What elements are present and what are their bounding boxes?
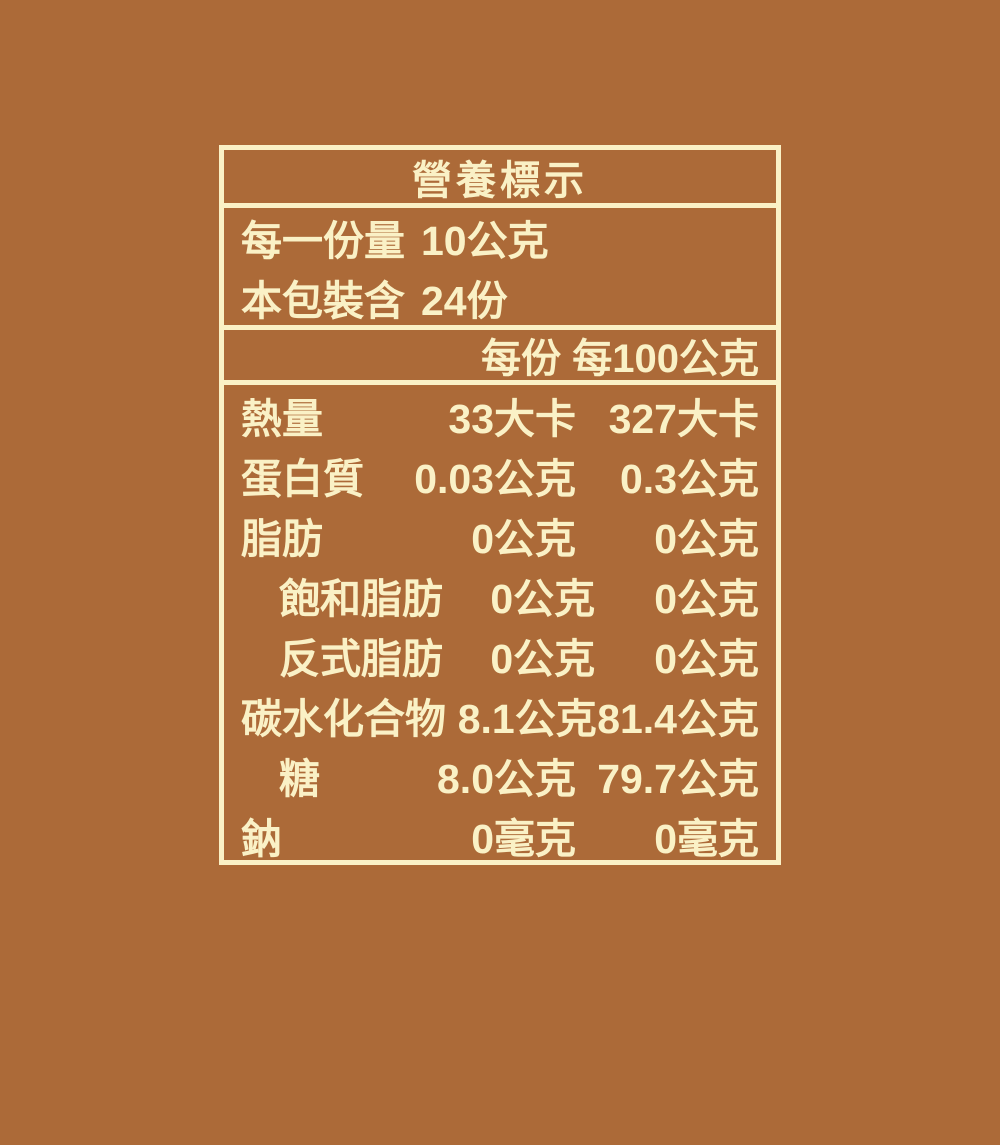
per-100g-value: 327大卡 [608, 396, 759, 442]
per-serving-value: 0公克 [490, 576, 596, 622]
nutrient-name: 反式脂肪 [279, 636, 443, 682]
per-100g-value: 0公克 [654, 576, 759, 622]
per-serving-value: 8.1公克 [457, 696, 597, 742]
per-100g-value: 81.4公克 [597, 696, 759, 742]
serving-size-line: 每一份量 10公克 [241, 207, 776, 267]
per-100g-value: 79.7公克 [597, 756, 759, 802]
per-serving-value: 0公克 [490, 636, 596, 682]
table-row: 糖 8.0公克 79.7公克 [224, 745, 776, 805]
per-100g-value: 0公克 [654, 516, 759, 562]
serving-info-section: 每一份量 10公克 本包裝含 24份 [224, 203, 776, 325]
table-row: 飽和脂肪 0公克 0公克 [224, 565, 776, 625]
nutrition-label-box: 營養標示 每一份量 10公克 本包裝含 24份 每份 每100公克 熱量 33大… [219, 145, 781, 865]
table-row: 蛋白質 0.03公克 0.3公克 [224, 445, 776, 505]
per-serving-value: 0.03公克 [414, 456, 576, 502]
nutrient-name: 飽和脂肪 [279, 576, 443, 622]
table-row: 碳水化合物 8.1公克 81.4公克 [224, 685, 776, 745]
table-row: 鈉 0毫克 0毫克 [224, 805, 776, 865]
label-title-section: 營養標示 [224, 150, 776, 203]
per-serving-value: 8.0公克 [437, 756, 576, 802]
servings-per-package-label: 本包裝含 [241, 277, 405, 324]
per-serving-value: 0毫克 [471, 816, 576, 862]
page-background: { "colors": { "background": "#AC6A38", "… [0, 145, 1000, 1145]
servings-per-package-line: 本包裝含 24份 [241, 267, 776, 327]
nutrient-name: 脂肪 [241, 516, 323, 562]
serving-size-value: 10公克 [421, 217, 549, 264]
nutrient-name: 鈉 [241, 816, 282, 862]
nutrient-name: 糖 [279, 756, 320, 802]
serving-size-label: 每一份量 [241, 217, 405, 264]
per-serving-value: 0公克 [471, 516, 576, 562]
table-row: 反式脂肪 0公克 0公克 [224, 625, 776, 685]
per-100g-value: 0公克 [654, 636, 759, 682]
table-row: 熱量 33大卡 327大卡 [224, 385, 776, 445]
column-header: 每份 每100公克 [481, 337, 759, 381]
page-title: 營養標示 [412, 158, 588, 203]
nutrient-name: 蛋白質 [241, 456, 364, 502]
column-header-section: 每份 每100公克 [224, 325, 776, 381]
nutrient-name: 碳水化合物 [241, 696, 446, 742]
per-100g-value: 0毫克 [654, 816, 759, 862]
nutrient-name: 熱量 [241, 396, 323, 442]
table-row: 脂肪 0公克 0公克 [224, 505, 776, 565]
per-serving-value: 33大卡 [448, 396, 576, 442]
nutrition-table: 熱量 33大卡 327大卡 蛋白質 0.03公克 0.3公克 脂肪 0公克 0公… [224, 380, 776, 862]
per-100g-value: 0.3公克 [620, 456, 759, 502]
servings-per-package-value: 24份 [421, 277, 508, 324]
